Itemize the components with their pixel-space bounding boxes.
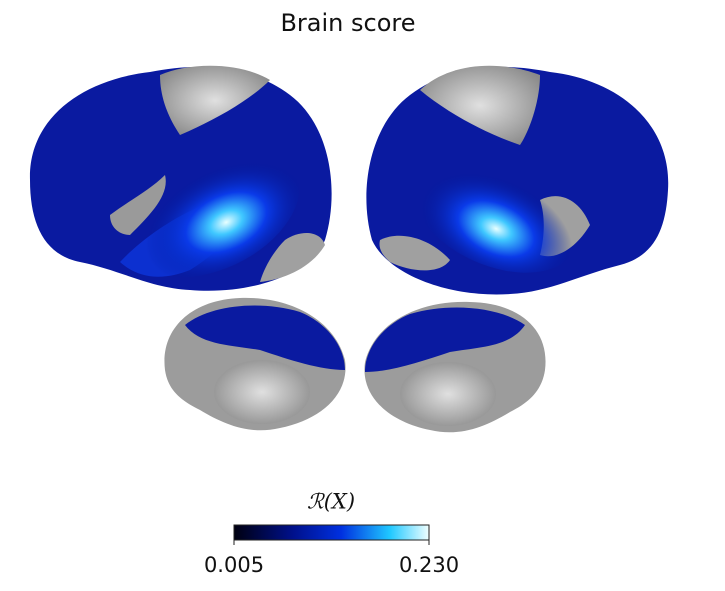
title: Brain score (280, 9, 415, 37)
colorbar-tick-label: 0.230 (399, 553, 459, 577)
brain-right-medial (364, 301, 546, 433)
brain-right-lateral (366, 65, 669, 295)
colorbar-label: ℛ(X) (307, 490, 355, 514)
colorbar (233, 524, 430, 541)
colorbar-ticks: 0.005 0.230 (204, 540, 459, 577)
brain-left-lateral (29, 65, 332, 291)
brain-left-medial (164, 297, 346, 431)
colorbar-tick-label: 0.005 (204, 553, 264, 577)
